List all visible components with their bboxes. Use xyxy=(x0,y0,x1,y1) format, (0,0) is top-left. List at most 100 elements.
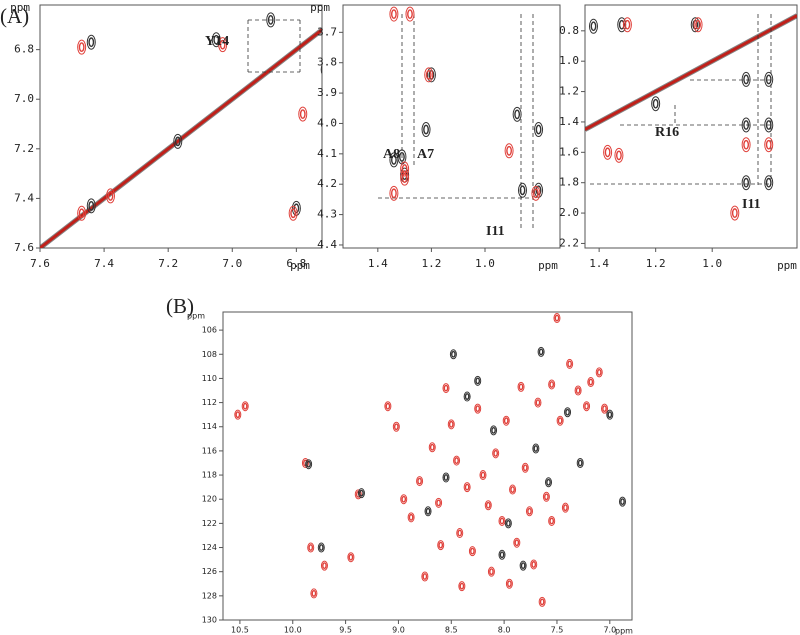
contour xyxy=(502,415,510,426)
peak xyxy=(106,188,115,204)
peak xyxy=(519,560,527,571)
contour xyxy=(485,501,491,509)
y-tick-label: 120 xyxy=(202,495,217,504)
contour xyxy=(520,562,526,570)
peak xyxy=(484,500,492,511)
contour xyxy=(266,12,276,28)
contour xyxy=(601,403,609,414)
contour xyxy=(595,367,603,378)
peak xyxy=(525,506,533,517)
peak xyxy=(764,175,774,191)
contour xyxy=(475,377,481,385)
peak xyxy=(741,71,751,87)
contour xyxy=(241,401,249,412)
peak xyxy=(86,198,96,214)
x-tick-label: 1.0 xyxy=(702,257,722,270)
x-tick-label: 1.4 xyxy=(589,257,609,270)
y-tick-label: 128 xyxy=(202,591,217,600)
peak xyxy=(266,12,276,28)
contour xyxy=(213,34,220,45)
contour xyxy=(499,551,505,559)
contour xyxy=(743,120,750,130)
contour xyxy=(542,491,550,502)
contour xyxy=(695,19,701,30)
y-tick-label: 4.0 xyxy=(317,116,337,129)
contour xyxy=(538,596,546,607)
peak xyxy=(566,358,574,369)
peak xyxy=(542,491,550,502)
contour xyxy=(574,385,582,396)
plot-area xyxy=(585,13,797,221)
contour xyxy=(554,314,560,322)
contour xyxy=(607,411,613,419)
peak xyxy=(564,407,572,418)
contour xyxy=(348,553,354,561)
contour xyxy=(517,381,525,392)
annotation: A8 xyxy=(383,147,400,162)
peak xyxy=(561,502,569,513)
contour xyxy=(743,74,750,85)
contour xyxy=(765,74,772,85)
peak xyxy=(392,421,400,432)
contour xyxy=(651,96,661,112)
contour xyxy=(546,478,551,486)
contour xyxy=(298,106,308,122)
contour xyxy=(454,457,459,464)
contour xyxy=(764,137,774,153)
contour xyxy=(548,379,556,390)
contour xyxy=(741,175,751,191)
contour xyxy=(424,67,434,83)
peak xyxy=(587,377,595,388)
peak xyxy=(77,39,87,55)
contour xyxy=(561,502,569,513)
contour xyxy=(521,462,529,473)
contour xyxy=(588,378,594,386)
peak xyxy=(405,6,415,22)
peak xyxy=(548,379,556,390)
contour xyxy=(435,497,443,508)
y-axis-label: ppm xyxy=(10,1,30,14)
y-axis-label: ppm xyxy=(310,1,330,14)
contour xyxy=(392,421,400,432)
contour xyxy=(503,417,509,425)
annotation: I11 xyxy=(742,197,761,212)
contour xyxy=(423,124,429,135)
contour xyxy=(510,486,515,493)
contour xyxy=(305,459,313,470)
contour xyxy=(576,457,584,468)
contour xyxy=(318,544,324,551)
contour xyxy=(400,161,410,177)
peak xyxy=(487,566,495,577)
contour xyxy=(584,402,589,410)
contour xyxy=(293,203,300,214)
y-tick-label: 4.3 xyxy=(317,208,337,221)
contour xyxy=(538,348,544,356)
contour xyxy=(86,198,96,214)
peak xyxy=(468,546,476,557)
peak xyxy=(442,472,450,483)
y-tick-label: 3.8 xyxy=(317,56,337,69)
x-tick-label: 1.4 xyxy=(368,257,388,270)
peak xyxy=(490,425,498,436)
contour xyxy=(463,482,471,493)
annotation: I11 xyxy=(486,224,505,239)
peak xyxy=(435,497,443,508)
contour xyxy=(442,383,450,394)
contour xyxy=(487,566,495,577)
peak xyxy=(603,144,613,160)
contour xyxy=(290,208,297,219)
contour xyxy=(506,145,512,156)
contour xyxy=(401,495,407,503)
y-tick-label: 7.0 xyxy=(14,92,34,105)
contour xyxy=(731,208,738,218)
contour xyxy=(587,377,595,388)
contour xyxy=(730,205,740,221)
peak xyxy=(534,397,542,408)
contour xyxy=(548,515,556,526)
peak xyxy=(307,542,315,553)
x-tick-label: 8.5 xyxy=(445,626,458,635)
x-tick-label: 1.0 xyxy=(475,257,495,270)
contour xyxy=(525,506,533,517)
contour xyxy=(400,170,410,186)
peak xyxy=(498,549,506,560)
